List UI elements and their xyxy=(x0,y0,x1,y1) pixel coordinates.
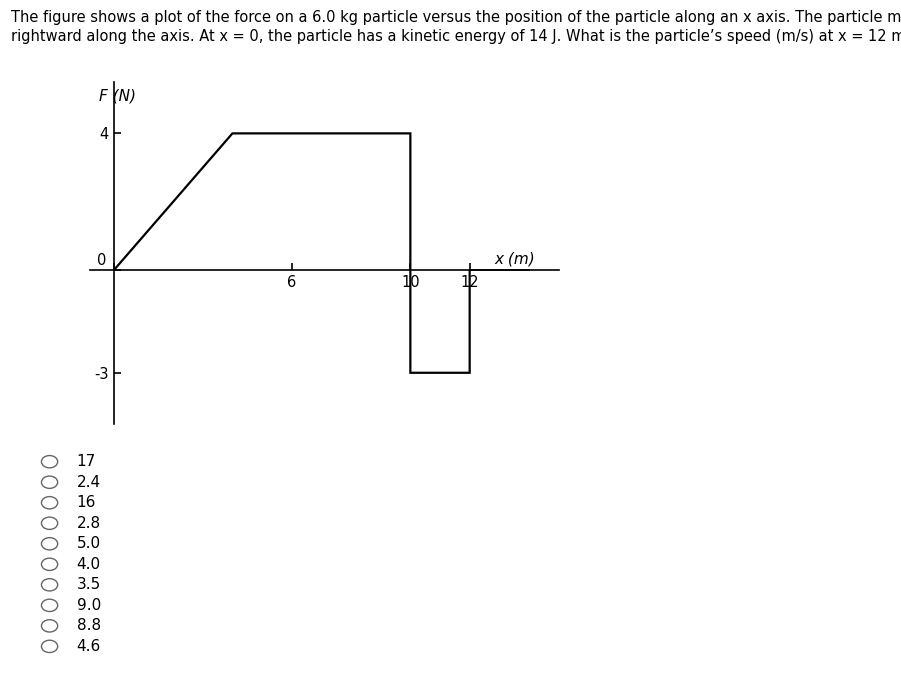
Text: rightward along the axis. At x = 0, the particle has a kinetic energy of 14 J. W: rightward along the axis. At x = 0, the … xyxy=(11,29,901,44)
Text: 2.4: 2.4 xyxy=(77,475,101,490)
Text: 3.5: 3.5 xyxy=(77,577,101,592)
Text: 4.6: 4.6 xyxy=(77,639,101,654)
Text: 4.0: 4.0 xyxy=(77,557,101,572)
Text: F (N): F (N) xyxy=(99,89,136,104)
Text: 16: 16 xyxy=(77,495,96,510)
Text: 0: 0 xyxy=(97,254,106,269)
Text: 9.0: 9.0 xyxy=(77,598,101,613)
Text: 17: 17 xyxy=(77,454,96,469)
Text: The figure shows a plot of the force on a 6.0 kg particle versus the position of: The figure shows a plot of the force on … xyxy=(11,10,901,25)
Text: 2.8: 2.8 xyxy=(77,516,101,531)
Text: x (m): x (m) xyxy=(494,251,535,266)
Text: 5.0: 5.0 xyxy=(77,536,101,551)
Text: 8.8: 8.8 xyxy=(77,618,101,633)
